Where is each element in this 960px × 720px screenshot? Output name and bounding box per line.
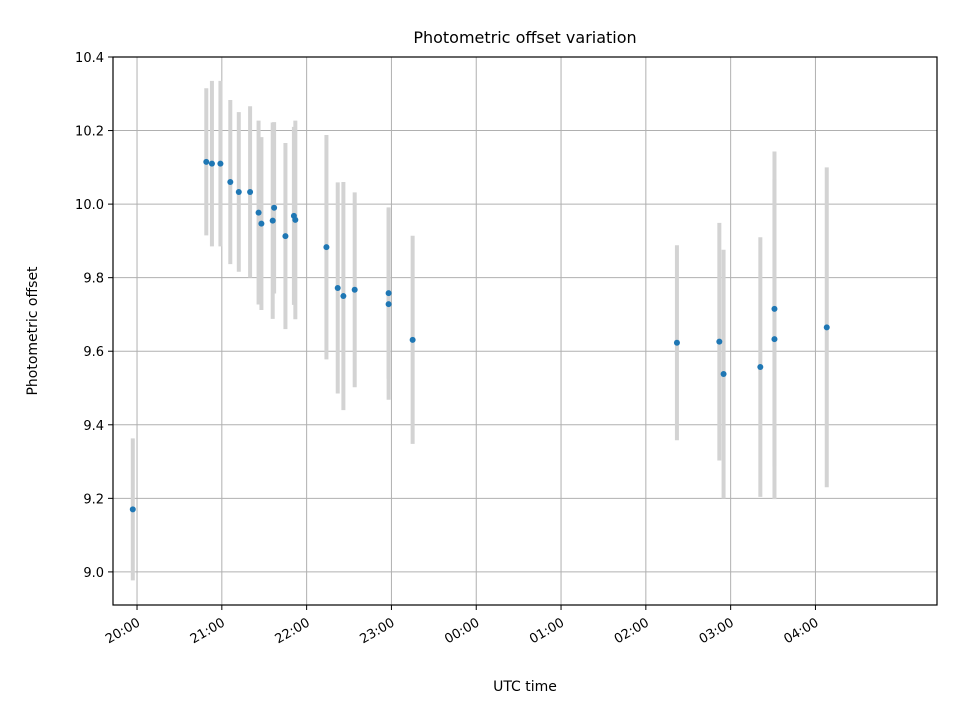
y-tick-label: 9.2 xyxy=(83,492,104,507)
x-tick-label: 22:00 xyxy=(273,615,313,647)
data-point xyxy=(271,204,278,211)
x-tick-label: 02:00 xyxy=(612,615,652,647)
y-axis-label: Photometric offset xyxy=(25,266,41,396)
y-tick-label: 10.2 xyxy=(75,125,104,140)
data-point xyxy=(323,244,330,251)
data-point xyxy=(282,233,289,240)
data-point xyxy=(217,160,224,167)
data-point xyxy=(823,324,830,331)
y-axis-ticks: 9.0 9.2 9.4 9.6 9.8 10.0 10.2 10.4 xyxy=(75,51,113,581)
data-point xyxy=(247,188,254,195)
x-tick-label: 23:00 xyxy=(357,615,397,647)
data-point xyxy=(351,286,358,293)
data-point xyxy=(269,217,276,224)
data-point xyxy=(235,188,242,195)
x-tick-label: 21:00 xyxy=(188,615,228,647)
data-point xyxy=(258,220,265,227)
data-point xyxy=(208,160,215,167)
data-point xyxy=(720,371,727,378)
x-axis-ticks: 20:00 21:00 22:00 23:00 00:00 01:00 02:00 03:00… xyxy=(103,605,821,647)
data-point xyxy=(673,339,680,346)
data-point xyxy=(771,336,778,343)
x-tick-label: 00:00 xyxy=(442,615,482,647)
chart-title: Photometric offset variation xyxy=(413,28,636,47)
data-point xyxy=(203,158,210,165)
x-tick-label: 01:00 xyxy=(527,615,567,647)
data-point xyxy=(757,364,764,371)
y-tick-label: 9.4 xyxy=(83,419,104,434)
data-point xyxy=(292,216,299,223)
data-point xyxy=(771,305,778,312)
data-point xyxy=(227,179,234,186)
data-points xyxy=(129,158,830,513)
y-tick-label: 9.8 xyxy=(83,272,104,287)
x-axis-label: UTC time xyxy=(493,679,557,695)
data-point xyxy=(716,338,723,345)
data-point xyxy=(255,209,262,216)
y-tick-label: 10.4 xyxy=(75,51,104,66)
plot-frame xyxy=(112,56,938,606)
plot-background xyxy=(113,57,937,605)
y-tick-label: 9.0 xyxy=(83,566,104,581)
data-point xyxy=(385,290,392,297)
data-point xyxy=(409,336,416,343)
y-tick-label: 10.0 xyxy=(75,198,104,213)
x-tick-label: 03:00 xyxy=(697,615,737,647)
data-point xyxy=(385,301,392,308)
y-tick-label: 9.6 xyxy=(83,345,104,360)
x-tick-label: 20:00 xyxy=(103,615,143,647)
data-point xyxy=(340,293,347,300)
data-point xyxy=(334,284,341,291)
x-tick-label: 04:00 xyxy=(782,615,822,647)
data-point xyxy=(129,506,136,513)
